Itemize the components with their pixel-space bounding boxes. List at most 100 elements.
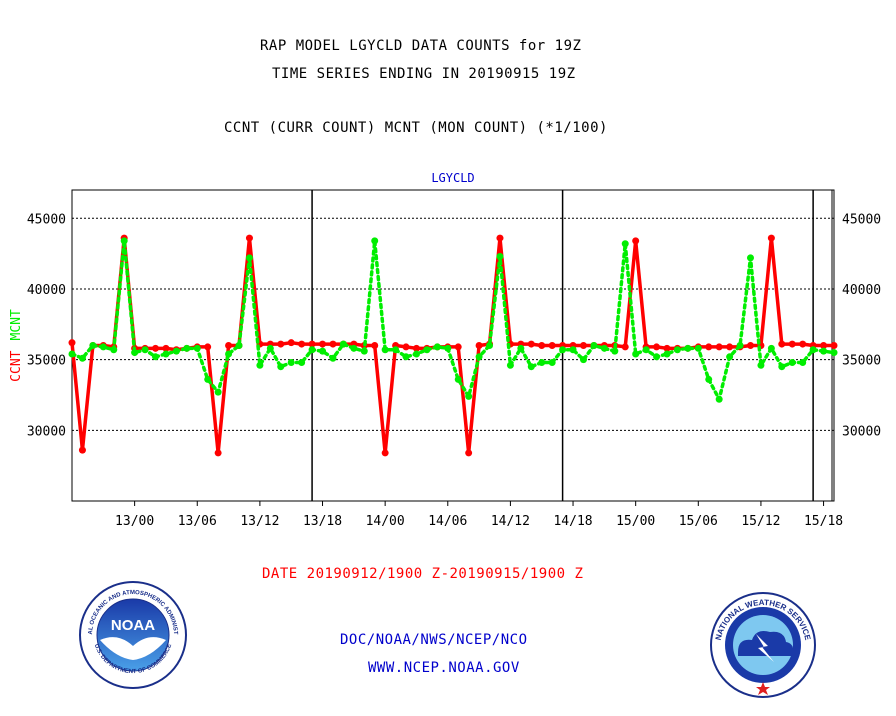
data-point-ccnt xyxy=(402,343,410,351)
data-point-ccnt xyxy=(830,342,838,349)
y-tick-label-right: 35000 xyxy=(842,354,881,369)
data-point-mcnt xyxy=(632,350,640,358)
chart-title-line2: TIME SERIES ENDING IN 20190915 19Z xyxy=(272,66,576,82)
x-tick-label: 15/12 xyxy=(741,514,780,529)
data-point-mcnt xyxy=(569,346,577,354)
y-tick-label-right: 40000 xyxy=(842,283,881,298)
data-point-mcnt xyxy=(162,350,170,358)
data-point-ccnt xyxy=(204,343,212,351)
data-point-mcnt xyxy=(559,346,567,354)
x-tick-label: 14/06 xyxy=(428,514,467,529)
x-tick-label: 14/00 xyxy=(366,514,405,529)
x-tick-label: 14/12 xyxy=(491,514,530,529)
data-point-mcnt xyxy=(392,346,400,354)
data-point-mcnt xyxy=(548,358,556,366)
data-point-mcnt xyxy=(820,347,828,355)
data-point-ccnt xyxy=(454,343,462,351)
data-point-mcnt xyxy=(287,358,295,366)
data-point-ccnt xyxy=(663,344,671,352)
data-point-mcnt xyxy=(308,346,316,354)
data-point-mcnt xyxy=(496,252,504,260)
data-point-mcnt xyxy=(517,344,525,352)
x-tick-label: 13/06 xyxy=(178,514,217,529)
data-point-mcnt xyxy=(172,347,180,355)
data-point-mcnt xyxy=(694,344,702,352)
series-line-mcnt xyxy=(70,239,836,401)
nws-logo: NATIONAL WEATHER SERVICE xyxy=(710,592,816,698)
data-point-mcnt xyxy=(381,346,389,354)
data-point-mcnt xyxy=(433,343,441,351)
website-link[interactable]: WWW.NCEP.NOAA.GOV xyxy=(368,660,520,676)
data-point-ccnt xyxy=(298,340,306,348)
data-point-mcnt xyxy=(141,346,149,354)
data-point-mcnt xyxy=(621,240,629,248)
data-point-mcnt xyxy=(423,346,431,354)
y-tick-label-left: 30000 xyxy=(27,424,66,439)
data-point-mcnt xyxy=(339,340,347,348)
data-point-ccnt xyxy=(746,342,754,349)
data-point-ccnt xyxy=(412,344,420,352)
data-point-mcnt xyxy=(830,349,838,357)
data-point-mcnt xyxy=(767,344,775,352)
data-point-mcnt xyxy=(757,361,765,369)
x-tick-label: 13/12 xyxy=(240,514,279,529)
data-point-mcnt xyxy=(705,375,713,383)
date-range-label: DATE 20190912/1900 Z-20190915/1900 Z xyxy=(262,566,584,582)
data-point-mcnt xyxy=(193,344,201,352)
data-point-ccnt xyxy=(152,344,160,352)
y-axis-label-mcnt: MCNT xyxy=(9,309,24,340)
data-point-mcnt xyxy=(204,375,212,383)
noaa-logo: NOAA NATIONAL OCEANIC AND ATMOSPHERIC AD… xyxy=(78,580,187,689)
data-point-ccnt xyxy=(548,342,556,349)
data-point-ccnt xyxy=(381,449,389,457)
data-point-ccnt xyxy=(287,339,295,347)
data-point-ccnt xyxy=(799,340,807,348)
data-point-ccnt xyxy=(308,340,316,348)
data-point-mcnt xyxy=(788,358,796,366)
y-tick-label-left: 35000 xyxy=(27,354,66,369)
data-point-ccnt xyxy=(225,342,233,349)
data-point-ccnt xyxy=(371,342,379,349)
data-point-mcnt xyxy=(579,356,587,364)
data-point-mcnt xyxy=(78,354,86,362)
data-point-mcnt xyxy=(642,346,650,354)
data-point-mcnt xyxy=(799,358,807,366)
data-point-ccnt xyxy=(726,343,734,351)
y-axis-label: CCNT MCNT xyxy=(9,309,24,382)
data-point-mcnt xyxy=(600,344,608,352)
data-point-mcnt xyxy=(68,350,76,358)
time-series-chart: 30000 30000 35000 35000 40000 40000 45000 45000… xyxy=(9,171,881,529)
x-tick-label: 15/18 xyxy=(804,514,843,529)
data-point-mcnt xyxy=(538,358,546,366)
org-line[interactable]: DOC/NOAA/NWS/NCEP/NCO xyxy=(340,632,528,648)
data-point-mcnt xyxy=(746,254,754,262)
data-point-mcnt xyxy=(120,237,128,245)
data-point-mcnt xyxy=(506,361,514,369)
data-point-mcnt xyxy=(673,346,681,354)
x-tick-label: 15/00 xyxy=(616,514,655,529)
data-point-ccnt xyxy=(319,340,327,348)
data-point-mcnt xyxy=(736,342,744,349)
data-point-ccnt xyxy=(496,234,504,242)
data-point-ccnt xyxy=(767,234,775,242)
data-point-mcnt xyxy=(412,350,420,358)
data-point-mcnt xyxy=(225,350,233,358)
data-point-mcnt xyxy=(131,349,139,357)
data-point-mcnt xyxy=(277,363,285,371)
x-tick-label: 14/18 xyxy=(553,514,592,529)
data-point-ccnt xyxy=(788,340,796,348)
data-point-mcnt xyxy=(214,388,222,396)
data-point-ccnt xyxy=(329,340,337,348)
y-tick-label-left: 40000 xyxy=(27,283,66,298)
data-point-mcnt xyxy=(778,363,786,371)
chart-subtitle: CCNT (CURR COUNT) MCNT (MON COUNT) (*1/1… xyxy=(224,120,608,136)
data-point-ccnt xyxy=(527,340,535,348)
data-point-ccnt xyxy=(78,446,86,454)
x-tick-label: 13/00 xyxy=(115,514,154,529)
data-point-mcnt xyxy=(684,344,692,352)
data-point-mcnt xyxy=(110,346,118,354)
data-point-mcnt xyxy=(653,353,661,361)
data-point-ccnt xyxy=(820,342,828,349)
data-point-mcnt xyxy=(99,343,107,351)
